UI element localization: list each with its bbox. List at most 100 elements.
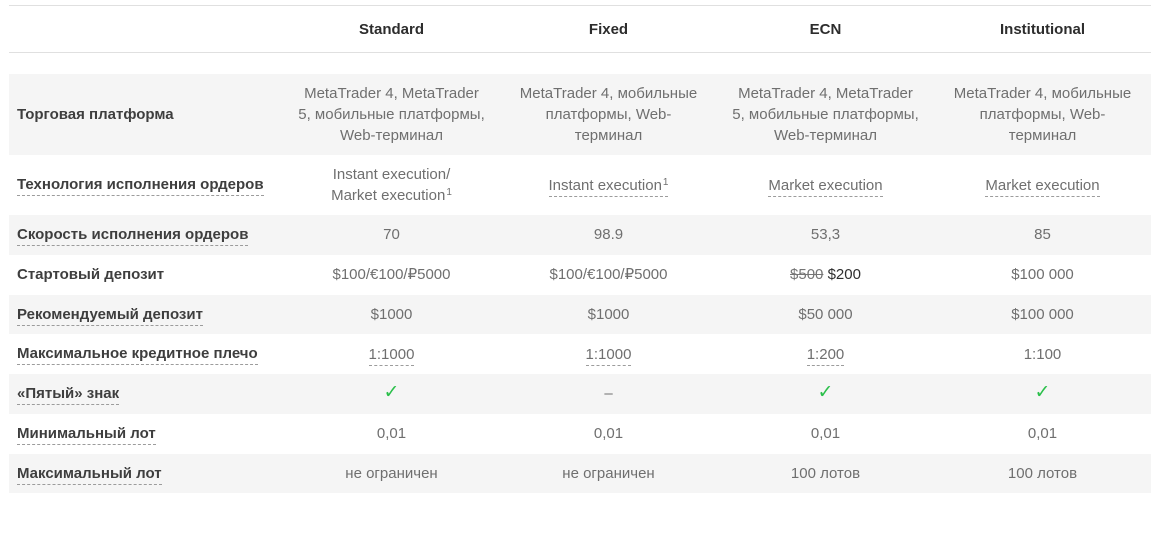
cell-text: $1000 xyxy=(587,305,630,323)
table-cell: ✓ xyxy=(283,374,500,414)
check-icon: ✓ xyxy=(383,382,400,404)
row-label-text[interactable]: Технология исполнения ордеров xyxy=(17,176,264,197)
row-label-text[interactable]: Скорость исполнения ордеров xyxy=(17,226,249,246)
table-cell: $1000 xyxy=(500,295,717,335)
table-cell: 100 лотов xyxy=(934,454,1151,494)
cell-text: $100 000 xyxy=(1011,266,1074,284)
table-cell: – xyxy=(500,374,717,414)
old-deposit-value: $500 xyxy=(790,266,824,284)
column-header-fixed: Fixed xyxy=(500,5,717,53)
table-body: Торговая платформа MetaTrader 4, MetaTrad… xyxy=(9,52,1151,494)
table-cell: 85 xyxy=(934,215,1151,255)
table-cell: 0,01 xyxy=(500,414,717,454)
cell-text: не ограничен xyxy=(562,464,655,482)
comparison-table: Standard Fixed ECN Institutional Торгова… xyxy=(9,5,1151,494)
table-row: Стартовый депозит $100/€100/₽5000 $100/€10… xyxy=(9,254,1151,295)
table-cell: $50 000 xyxy=(717,295,934,335)
cell-text: 85 xyxy=(1034,226,1051,244)
footnote-marker: 1 xyxy=(662,176,669,188)
row-label-text[interactable]: Рекомендуемый депозит xyxy=(17,305,203,326)
row-label: Максимальное кредитное плечо xyxy=(9,334,283,374)
cell-text[interactable]: 1:200 xyxy=(806,345,845,366)
cell-text: 0,01 xyxy=(376,425,407,443)
table-cell: 0,01 xyxy=(283,414,500,454)
cell-text[interactable]: Market execution xyxy=(768,176,883,197)
row-label: «Пятый» знак xyxy=(9,374,283,414)
check-icon: ✓ xyxy=(817,382,834,404)
row-label: Максимальный лот xyxy=(9,454,283,494)
table-row: Максимальный лот не ограничен не ограничен… xyxy=(9,453,1151,494)
table-cell: не ограничен xyxy=(500,454,717,494)
column-header-ecn: ECN xyxy=(717,5,934,53)
table-cell: $100 000 xyxy=(934,255,1151,295)
table-cell: 0,01 xyxy=(934,414,1151,454)
row-label: Минимальный лот xyxy=(9,414,283,454)
cell-text: 70 xyxy=(383,226,400,244)
table-cell: 53,3 xyxy=(717,215,934,255)
table-cell: MetaTrader 4, MetaTrader 5, мобильные пл… xyxy=(717,74,934,155)
header-empty-cell xyxy=(9,5,283,53)
row-label: Стартовый депозит xyxy=(9,255,283,295)
table-cell: 1:1000 xyxy=(283,334,500,374)
table-cell: $500 $200 xyxy=(717,255,934,295)
table-header: Standard Fixed ECN Institutional xyxy=(9,5,1151,53)
table-cell: ✓ xyxy=(717,374,934,414)
cell-text: 0,01 xyxy=(1027,425,1058,443)
cell-text: $100/€100/₽5000 xyxy=(332,266,451,284)
new-deposit-value: $200 xyxy=(827,266,861,284)
column-header-standard: Standard xyxy=(283,5,500,53)
check-icon: ✓ xyxy=(1034,382,1051,404)
table-row: Торговая платформа MetaTrader 4, MetaTrad… xyxy=(9,74,1151,155)
cell-text: не ограничен xyxy=(345,464,438,482)
row-label-text[interactable]: «Пятый» знак xyxy=(17,385,120,405)
cell-text: 100 лотов xyxy=(1007,464,1078,482)
cell-text: $1000 xyxy=(370,305,413,323)
table-cell: 1:200 xyxy=(717,334,934,374)
cell-text: – xyxy=(604,385,613,403)
cell-text: 53,3 xyxy=(810,226,841,244)
row-label-text[interactable]: Максимальное кредитное плечо xyxy=(17,345,258,366)
cell-text[interactable]: Market execution xyxy=(985,176,1100,197)
cell-text[interactable]: 1:1000 xyxy=(585,345,632,366)
table-cell: 0,01 xyxy=(717,414,934,454)
table-row: Минимальный лот 0,01 0,01 0,01 0,01 xyxy=(9,413,1151,454)
table-row: Технология исполнения ордеров Instant exe… xyxy=(9,155,1151,215)
row-label-text[interactable]: Максимальный лот xyxy=(17,464,162,485)
row-label: Скорость исполнения ордеров xyxy=(9,215,283,255)
table-row: Максимальное кредитное плечо 1:1000 1:1000… xyxy=(9,334,1151,374)
table-cell: Instant execution/Market execution1 xyxy=(283,155,500,215)
row-label: Рекомендуемый депозит xyxy=(9,295,283,335)
table-cell: $1000 xyxy=(283,295,500,335)
row-label-text[interactable]: Минимальный лот xyxy=(17,424,156,445)
table-cell: 98.9 xyxy=(500,215,717,255)
table-cell: 100 лотов xyxy=(717,454,934,494)
table-cell: Instant execution1 xyxy=(500,155,717,215)
table-cell: $100/€100/₽5000 xyxy=(283,255,500,295)
table-cell: MetaTrader 4, MetaTrader 5, мобильные пл… xyxy=(283,74,500,155)
table-cell: не ограничен xyxy=(283,454,500,494)
cell-text: $50 000 xyxy=(798,305,853,323)
table-row: Скорость исполнения ордеров 70 98.9 53,3 85 xyxy=(9,215,1151,255)
footnote-marker: 1 xyxy=(446,187,452,198)
cell-text[interactable]: 1:1000 xyxy=(368,345,415,366)
cell-text: MetaTrader 4, мобильные платформы, Web-т… xyxy=(519,85,698,144)
cell-text: $100 000 xyxy=(1011,305,1074,323)
cell-text: MetaTrader 4, MetaTrader 5, мобильные пл… xyxy=(298,85,485,144)
table-cell: Market execution xyxy=(717,155,934,215)
cell-text: Instant execution/Market execution1 xyxy=(331,166,452,204)
cell-text: MetaTrader 4, MetaTrader 5, мобильные пл… xyxy=(732,85,919,144)
table-row: «Пятый» знак ✓ – ✓ ✓ xyxy=(9,374,1151,414)
table-cell: ✓ xyxy=(934,374,1151,414)
table-cell: 70 xyxy=(283,215,500,255)
table-cell: MetaTrader 4, мобильные платформы, Web-т… xyxy=(500,74,717,155)
table-cell: 1:100 xyxy=(934,334,1151,374)
cell-text: 100 лотов xyxy=(790,464,861,482)
row-label: Технология исполнения ордеров xyxy=(9,155,283,215)
cell-text: 0,01 xyxy=(810,425,841,443)
column-header-institutional: Institutional xyxy=(934,5,1151,53)
cell-text: 98.9 xyxy=(593,226,624,244)
row-label: Торговая платформа xyxy=(9,74,283,155)
cell-text: $100/€100/₽5000 xyxy=(549,266,668,284)
cell-text[interactable]: Instant execution1 xyxy=(548,176,669,197)
